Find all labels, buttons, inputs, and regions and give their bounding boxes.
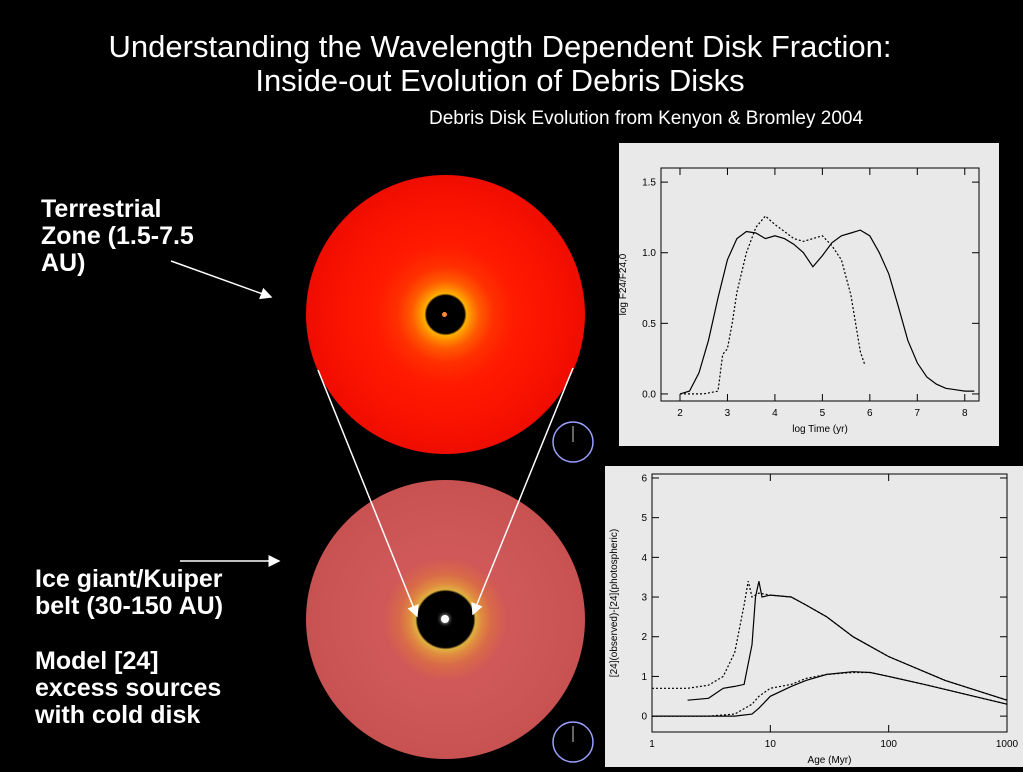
plot-background xyxy=(605,466,1023,767)
label-model: Model [24] excess sources with cold disk xyxy=(35,648,221,729)
x-tick-label: 3 xyxy=(725,408,731,419)
y-tick-label: 4 xyxy=(641,553,647,564)
y-tick-label: 6 xyxy=(641,473,647,484)
label-kuiper: Ice giant/Kuiper belt (30-150 AU) xyxy=(35,566,223,620)
slide-title-line2: Inside-out Evolution of Debris Disks xyxy=(255,63,745,98)
x-tick-label: 1 xyxy=(649,739,655,750)
slide-title-line1: Understanding the Wavelength Dependent D… xyxy=(108,29,892,64)
x-tick-label: 10 xyxy=(765,739,777,750)
chart-flux-vs-time: 2 3 4 5 6 7 8 0.0 0.5 1.0 1.5 log Time (yr) log F24/… xyxy=(618,143,999,451)
y-tick-label: 5 xyxy=(641,513,647,524)
series-line xyxy=(680,215,866,395)
x-axis-label: Age (Myr) xyxy=(808,755,852,766)
zoom-line-left xyxy=(317,369,419,618)
terrestrial-disk-star xyxy=(442,312,447,317)
x-tick-label: 8 xyxy=(962,408,968,419)
label-model-line: excess sources xyxy=(35,674,222,702)
y-tick-label: 3 xyxy=(641,593,647,604)
zoom-line-right xyxy=(471,367,574,616)
plot-frame xyxy=(660,167,980,402)
kuiper-disk-star xyxy=(441,615,449,623)
y-tick-label: 1.5 xyxy=(642,178,656,189)
y-axis-label: [24](observed)-[24](photospheric) xyxy=(609,529,620,677)
y-tick-label: 2 xyxy=(641,632,647,643)
credit-text: Debris Disk Evolution from Kenyon & Brom… xyxy=(429,108,864,129)
y-axis-label: log F24/F24,0 xyxy=(619,253,629,315)
y-tick-label: 0.0 xyxy=(642,389,656,400)
label-model-line: with cold disk xyxy=(35,701,201,729)
label-kuiper-line: Ice giant/Kuiper xyxy=(35,565,223,593)
x-tick-label: 6 xyxy=(867,408,873,419)
label-terrestrial-line: AU) xyxy=(41,249,86,277)
x-tick-label: 1000 xyxy=(996,739,1019,750)
x-axis-label: log Time (yr) xyxy=(792,424,848,435)
x-tick-label: 7 xyxy=(915,408,921,419)
y-tick-label: 0 xyxy=(641,712,647,723)
x-tick-label: 100 xyxy=(880,739,897,750)
chart-excess-vs-age: 1 10 100 1000 0 1 2 3 4 5 6 Age (Myr) [24](observed)… xyxy=(605,466,1023,772)
chart-excess-svg: 1 10 100 1000 0 1 2 3 4 5 6 Age (Myr) [24](observed)… xyxy=(605,466,1023,767)
label-terrestrial-line: Zone (1.5-7.5 xyxy=(41,222,194,250)
series-line xyxy=(687,581,1008,701)
series-line xyxy=(652,671,1008,717)
clock-icon xyxy=(552,421,594,463)
x-tick-label: 5 xyxy=(820,408,826,419)
y-tick-label: 1 xyxy=(641,672,647,683)
y-tick-label: 0.5 xyxy=(642,319,656,330)
chart-flux-svg: 2 3 4 5 6 7 8 0.0 0.5 1.0 1.5 log Time (yr) log F24/… xyxy=(618,143,999,446)
clock-icon xyxy=(552,721,594,763)
series-line xyxy=(679,229,975,395)
x-tick-label: 4 xyxy=(772,408,778,419)
label-terrestrial: Terrestrial Zone (1.5-7.5 AU) xyxy=(41,196,194,277)
label-terrestrial-line: Terrestrial xyxy=(41,195,162,223)
label-kuiper-line: belt (30-150 AU) xyxy=(35,592,224,620)
label-model-line: Model [24] xyxy=(35,647,159,675)
y-tick-label: 1.0 xyxy=(642,248,656,259)
arrow-terrestrial xyxy=(170,260,273,300)
x-tick-label: 2 xyxy=(677,408,683,419)
plot-frame xyxy=(651,473,1008,733)
plot-background xyxy=(619,143,999,446)
